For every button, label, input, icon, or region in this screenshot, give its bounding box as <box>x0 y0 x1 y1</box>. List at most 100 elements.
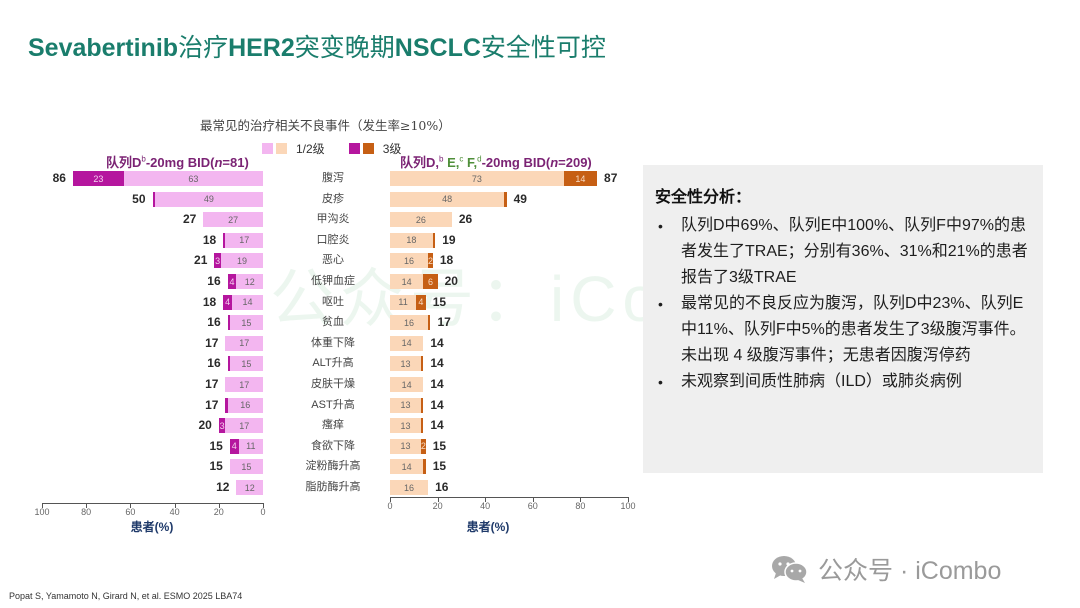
chart-row: 12 4 16 低钾血症 14 6 20 <box>0 274 640 290</box>
total-right: 26 <box>458 212 473 227</box>
bar-right-grade3: 14 <box>563 171 598 186</box>
category-label: 瘙痒 <box>322 419 344 432</box>
total-right: 14 <box>430 356 444 371</box>
axis-tick-label: 80 <box>575 501 586 511</box>
bar-left-grade3 <box>152 191 155 207</box>
bar-right-grade12: 13 <box>390 418 421 434</box>
category-label: 甲沟炎 <box>316 213 350 226</box>
chart-row: 63 23 86 腹泻 73 14 87 <box>0 171 640 187</box>
chart-row: 12 12 脂肪酶升高 16 16 <box>0 480 640 496</box>
total-left: 15 <box>209 438 223 453</box>
title-text: 突变晚期 <box>294 34 395 62</box>
title-target: HER2 <box>228 34 295 62</box>
total-right: 14 <box>430 377 444 391</box>
bar-left-grade12: 17 <box>225 335 263 351</box>
axis-tick-label: 80 <box>81 507 92 517</box>
chart-row: 15 16 贫血 16 17 <box>0 315 640 331</box>
chart-row: 11 4 15 食欲下降 13 2 15 <box>0 438 640 455</box>
bar-left-grade3: 3 <box>218 418 226 434</box>
category-label: 口腔炎 <box>316 233 350 246</box>
legend-swatch-left-grade12 <box>262 142 273 154</box>
category-label: 贫血 <box>322 316 344 329</box>
bar-right-grade12: 26 <box>390 212 452 228</box>
total-right: 14 <box>430 335 444 350</box>
axis-tick-label: 0 <box>260 507 266 517</box>
n-value: =81) <box>222 155 249 170</box>
panel-bullet: 未观察到间质性肺病（ILD）或肺炎病例 <box>655 369 1033 395</box>
axis-tick-label: 20 <box>213 507 224 517</box>
cohort-name: E, <box>443 155 460 170</box>
total-left: 17 <box>205 335 219 350</box>
bar-right-grade3 <box>420 397 424 413</box>
title-text: 治疗 <box>178 34 229 62</box>
title-disease: NSCLC <box>394 34 481 62</box>
category-label: 恶心 <box>322 254 344 267</box>
legend-label-grade12: 1/2级 <box>296 141 325 156</box>
bar-right-grade12: 13 <box>390 356 421 372</box>
axis-tick <box>263 503 264 508</box>
title-drug: Sevabertinib <box>28 34 179 62</box>
bar-right-grade3 <box>432 232 436 248</box>
bar-left-grade12: 19 <box>221 253 263 269</box>
axis-tick <box>580 497 582 502</box>
category-label: 淀粉酶升高 <box>305 460 361 473</box>
category-label: 体重下降 <box>311 336 355 349</box>
chart-row: 15 15 淀粉酶升高 14 15 <box>0 459 640 475</box>
chart-row: 17 17 体重下降 14 14 <box>0 335 640 352</box>
bar-left-grade12: 15 <box>229 315 263 331</box>
total-left: 18 <box>202 294 217 309</box>
total-right: 17 <box>437 315 451 330</box>
bar-right-grade3: 2 <box>428 253 433 269</box>
chart-row: 17 18 口腔炎 18 19 <box>0 232 640 249</box>
bar-right-grade12: 11 <box>390 294 417 310</box>
bar-right-grade12: 73 <box>390 171 564 186</box>
bar-left-grade3: 4 <box>229 438 239 454</box>
bar-left-grade12: 49 <box>154 191 263 207</box>
bar-left-grade3: 23 <box>72 171 124 186</box>
total-left: 50 <box>132 191 146 206</box>
bar-right-grade3: 2 <box>420 438 426 454</box>
left-x-axis-label: 患者(%) <box>130 520 174 534</box>
total-left: 12 <box>216 480 230 494</box>
bar-right-grade12: 14 <box>390 459 424 475</box>
panel-bullet: 最常见的不良反应为腹泻，队列D中23%、队列E中11%、队列F中5%的患者发生了… <box>655 291 1033 369</box>
n-symbol: n <box>550 155 559 170</box>
total-left: 17 <box>205 377 219 391</box>
legend-swatch-right-grade12 <box>276 142 287 154</box>
axis-tick <box>437 497 439 502</box>
cohort-name: 队列D, <box>400 155 440 170</box>
bar-right-grade12: 14 <box>390 377 424 392</box>
total-left: 16 <box>207 274 221 288</box>
category-label: 皮疹 <box>322 192 344 205</box>
axis-tick-label: 20 <box>432 501 443 511</box>
bar-right-grade12: 16 <box>390 253 429 269</box>
chart-row: 17 17 皮肤干燥 14 14 <box>0 377 640 393</box>
bar-right-grade12: 18 <box>390 232 433 248</box>
total-right: 18 <box>439 253 454 268</box>
bar-left-grade12: 11 <box>238 438 263 454</box>
chart-row: 15 16 ALT升高 13 14 <box>0 356 640 372</box>
cohort-dose: -20mg BID( <box>481 155 551 170</box>
bar-right-grade12: 16 <box>390 315 429 331</box>
citation: Popat S, Yamamoto N, Girard N, et al. ES… <box>9 591 243 601</box>
bar-left-grade12: 12 <box>236 274 263 289</box>
panel-bullet-list: 队列D中69%、队列E中100%、队列F中97%的患者发生了TRAE；分别有36… <box>655 213 1033 395</box>
legend-swatch-left-grade3 <box>348 142 360 154</box>
total-left: 21 <box>194 253 208 268</box>
category-label: 食欲下降 <box>311 439 355 452</box>
axis-tick-label: 40 <box>169 507 180 517</box>
bar-left-grade3: 4 <box>227 274 237 289</box>
bar-right-grade12: 14 <box>390 274 424 289</box>
bar-left-grade12: 17 <box>225 418 263 434</box>
cohort-dose: -20mg BID( <box>145 155 215 170</box>
chart-row: 16 17 AST升高 13 14 <box>0 397 640 414</box>
total-right: 49 <box>513 191 527 206</box>
chart-row: 14 4 18 呕吐 11 4 15 <box>0 294 640 311</box>
axis-tick <box>130 503 132 508</box>
bar-left-grade3 <box>227 356 230 372</box>
axis-tick <box>485 497 487 502</box>
footnote-marker: b <box>439 154 444 164</box>
bar-left-grade3 <box>227 315 230 331</box>
category-label: 腹泻 <box>322 172 344 184</box>
axis-tick <box>628 497 629 502</box>
